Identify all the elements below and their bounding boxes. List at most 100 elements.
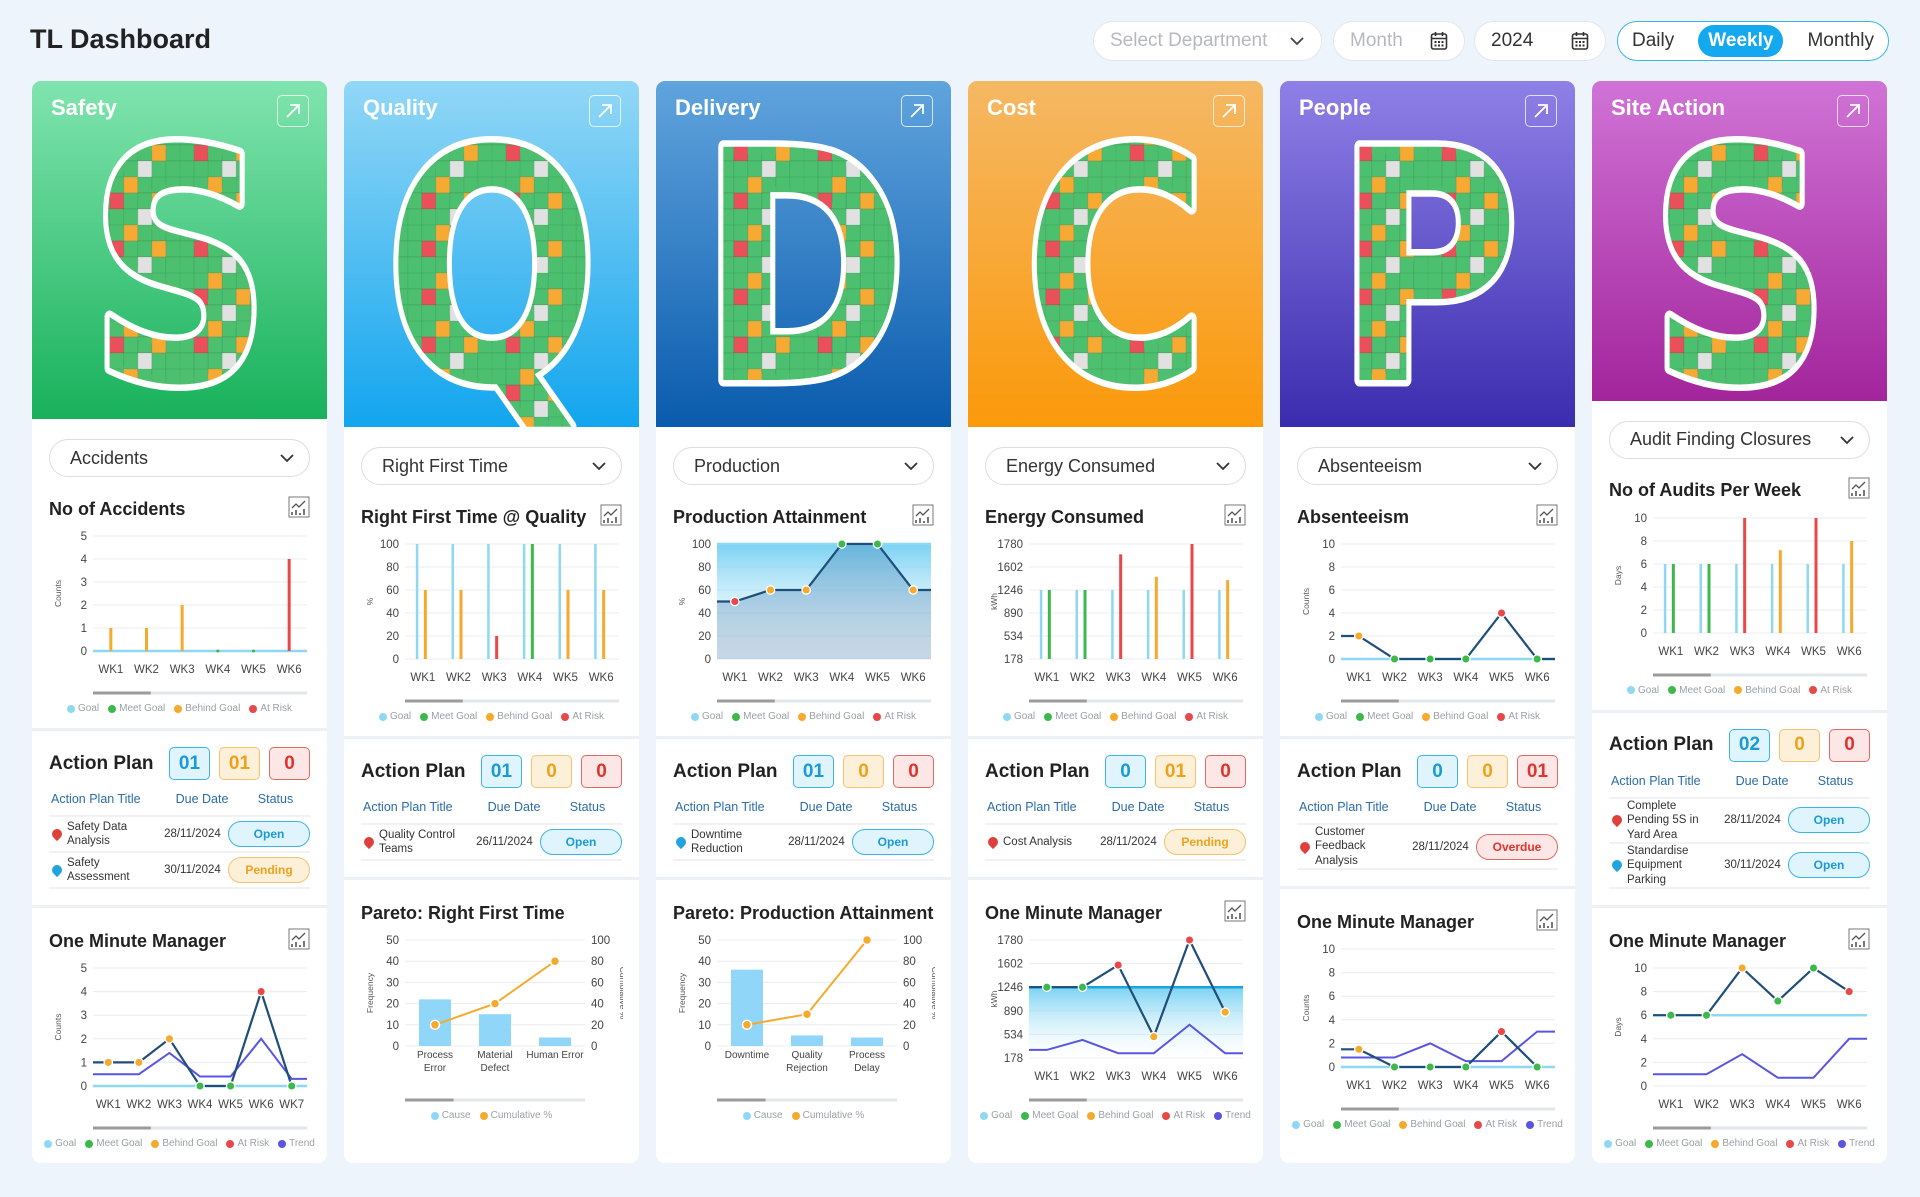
pillar-card[interactable]: Q Quality [344, 81, 639, 427]
legend-item-risk[interactable]: At Risk [873, 711, 916, 722]
legend-item-meet[interactable]: Meet Goal [1333, 1119, 1390, 1130]
overdue-count-badge[interactable]: 0 [893, 755, 934, 788]
legend-item-meet[interactable]: Meet Goal [732, 711, 789, 722]
expand-button[interactable] [589, 95, 621, 127]
legend-item-trend[interactable]: Trend [278, 1138, 315, 1149]
pending-count-badge[interactable]: 01 [219, 747, 260, 780]
overdue-count-badge[interactable]: 0 [581, 755, 622, 788]
open-count-badge[interactable]: 0 [1417, 755, 1458, 788]
status-badge[interactable]: Pending [1164, 829, 1246, 855]
metric-select[interactable]: Energy Consumed [985, 447, 1246, 485]
legend-item-goal[interactable]: Goal [44, 1138, 76, 1149]
legend-item-meet[interactable]: Meet Goal [1356, 711, 1413, 722]
legend-item-risk[interactable]: At Risk [561, 711, 604, 722]
legend-item-meet[interactable]: Meet Goal [108, 703, 165, 714]
open-count-badge[interactable]: 01 [481, 755, 522, 788]
status-badge[interactable]: Open [1788, 807, 1870, 834]
overdue-count-badge[interactable]: 0 [1205, 755, 1246, 788]
action-plan-row[interactable]: Quality Control Teams 26/11/2024 Open [361, 825, 622, 861]
chart-type-icon[interactable] [1224, 900, 1246, 922]
legend-item-meet[interactable]: Meet Goal [1021, 1110, 1078, 1121]
pillar-card[interactable]: P People [1280, 81, 1575, 427]
chart-type-icon[interactable] [1848, 928, 1870, 950]
legend-item-goal[interactable]: Goal [1627, 685, 1659, 696]
pillar-card[interactable]: S Safety [32, 81, 327, 419]
legend-item-goal[interactable]: Goal [691, 711, 723, 722]
open-count-badge[interactable]: 02 [1729, 728, 1770, 762]
legend-item-risk[interactable]: At Risk [1185, 711, 1228, 722]
pending-count-badge[interactable]: 0 [531, 755, 572, 788]
legend-item-behind[interactable]: Behind Goal [151, 1138, 217, 1149]
legend-item-trend[interactable]: Trend [1214, 1110, 1251, 1121]
metric-select[interactable]: Audit Finding Closures [1609, 420, 1870, 459]
expand-button[interactable] [901, 95, 933, 127]
legend-item-behind[interactable]: Behind Goal [174, 703, 240, 714]
legend-item-meet[interactable]: Meet Goal [1044, 711, 1101, 722]
legend-item-behind[interactable]: Behind Goal [1734, 685, 1800, 696]
pillar-card[interactable]: C Cost [968, 81, 1263, 427]
pending-count-badge[interactable]: 01 [1155, 755, 1196, 788]
metric-select[interactable]: Production [673, 447, 934, 485]
month-picker[interactable]: Month [1333, 21, 1465, 61]
chart-type-icon[interactable] [288, 928, 310, 950]
legend-item-behind[interactable]: Behind Goal [1399, 1119, 1465, 1130]
pillar-card[interactable]: S Site Action [1592, 81, 1887, 401]
legend-item-behind[interactable]: Behind Goal [1087, 1110, 1153, 1121]
pending-count-badge[interactable]: 0 [1467, 755, 1508, 788]
status-badge[interactable]: Open [852, 829, 934, 855]
chart-type-icon[interactable] [912, 504, 934, 526]
status-badge[interactable]: Open [540, 829, 622, 855]
legend-item-behind[interactable]: Behind Goal [798, 711, 864, 722]
expand-button[interactable] [1525, 95, 1557, 127]
action-plan-row[interactable]: Safety Assessment 30/11/2024 Pending [49, 853, 310, 889]
pending-count-badge[interactable]: 0 [1779, 728, 1820, 762]
legend-item-goal[interactable]: Goal [379, 711, 411, 722]
legend-item-cause[interactable]: Cause [430, 1110, 471, 1121]
legend-item-trend[interactable]: Trend [1526, 1119, 1563, 1130]
chart-type-icon[interactable] [1848, 477, 1870, 499]
period-daily[interactable]: Daily [1632, 30, 1675, 51]
legend-item-cumulative[interactable]: Cumulative % [791, 1110, 864, 1121]
chart-type-icon[interactable] [600, 504, 622, 526]
pending-count-badge[interactable]: 0 [843, 755, 884, 788]
action-plan-row[interactable]: Cost Analysis 28/11/2024 Pending [985, 825, 1246, 861]
action-plan-row[interactable]: Standardise Equipment Parking 30/11/2024 O… [1609, 844, 1870, 889]
legend-item-goal[interactable]: Goal [1003, 711, 1035, 722]
status-badge[interactable]: Overdue [1476, 833, 1558, 860]
legend-item-goal[interactable]: Goal [1604, 1138, 1636, 1149]
open-count-badge[interactable]: 0 [1105, 755, 1146, 788]
legend-item-meet[interactable]: Meet Goal [420, 711, 477, 722]
legend-item-cause[interactable]: Cause [742, 1110, 783, 1121]
legend-item-goal[interactable]: Goal [67, 703, 99, 714]
legend-item-risk[interactable]: At Risk [249, 703, 292, 714]
legend-item-meet[interactable]: Meet Goal [1668, 685, 1725, 696]
legend-item-cumulative[interactable]: Cumulative % [479, 1110, 552, 1121]
chart-type-icon[interactable] [1536, 909, 1558, 931]
status-badge[interactable]: Open [1788, 852, 1870, 879]
legend-item-behind[interactable]: Behind Goal [1422, 711, 1488, 722]
open-count-badge[interactable]: 01 [169, 747, 210, 780]
legend-item-risk[interactable]: At Risk [1786, 1138, 1829, 1149]
metric-select[interactable]: Absenteeism [1297, 447, 1558, 485]
legend-item-behind[interactable]: Behind Goal [1110, 711, 1176, 722]
legend-item-behind[interactable]: Behind Goal [1711, 1138, 1777, 1149]
legend-item-risk[interactable]: At Risk [1162, 1110, 1205, 1121]
expand-button[interactable] [277, 95, 309, 127]
legend-item-risk[interactable]: At Risk [226, 1138, 269, 1149]
legend-item-meet[interactable]: Meet Goal [1645, 1138, 1702, 1149]
action-plan-row[interactable]: Downtime Reduction 28/11/2024 Open [673, 825, 934, 861]
legend-item-goal[interactable]: Goal [980, 1110, 1012, 1121]
legend-item-risk[interactable]: At Risk [1497, 711, 1540, 722]
chart-type-icon[interactable] [1224, 504, 1246, 526]
status-badge[interactable]: Open [228, 821, 310, 847]
legend-item-meet[interactable]: Meet Goal [85, 1138, 142, 1149]
action-plan-row[interactable]: Complete Pending 5S in Yard Area 28/11/20… [1609, 799, 1870, 844]
expand-button[interactable] [1213, 95, 1245, 127]
legend-item-behind[interactable]: Behind Goal [486, 711, 552, 722]
overdue-count-badge[interactable]: 01 [1517, 755, 1558, 788]
metric-select[interactable]: Right First Time [361, 447, 622, 485]
year-picker[interactable]: 2024 [1474, 21, 1606, 61]
legend-item-goal[interactable]: Goal [1315, 711, 1347, 722]
overdue-count-badge[interactable]: 0 [269, 747, 310, 780]
department-select[interactable]: Select Department [1093, 21, 1322, 61]
